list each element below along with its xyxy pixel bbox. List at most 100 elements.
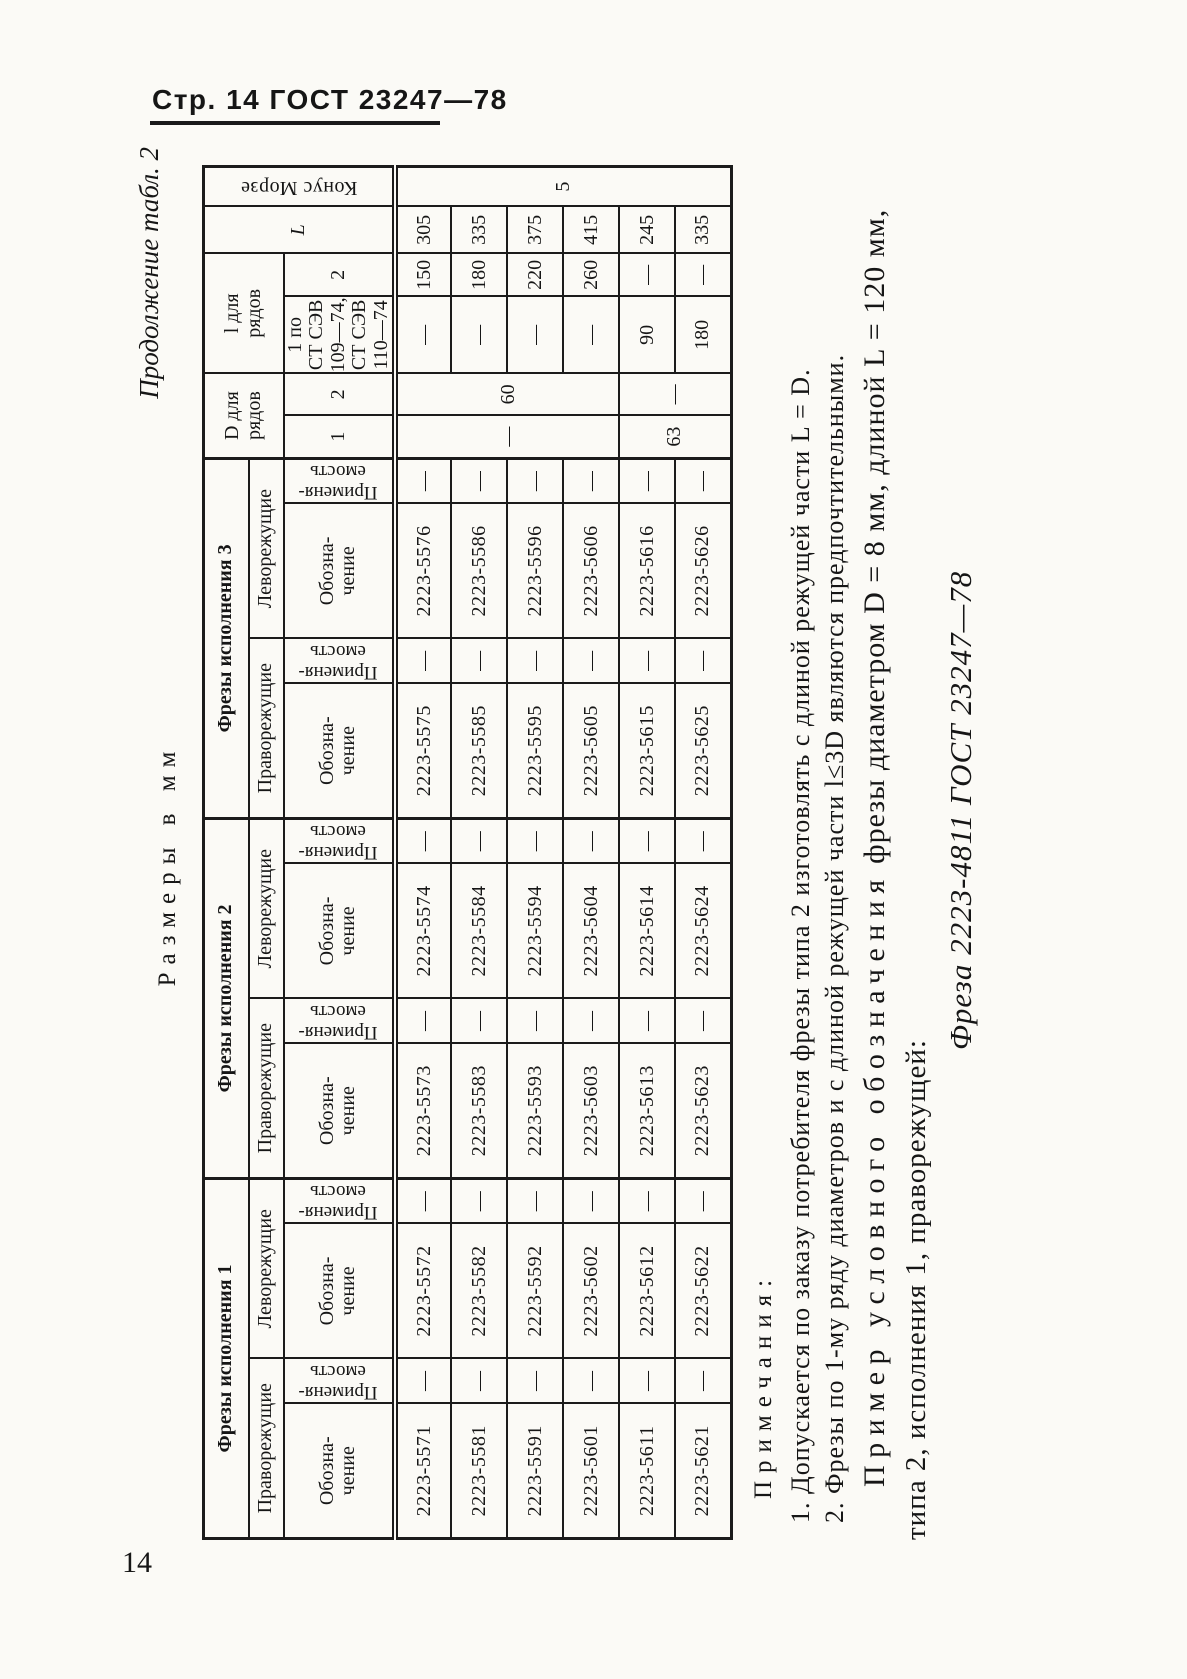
- designation-cell: 2223-5585: [451, 683, 508, 819]
- designation-cell: 2223-5626: [675, 503, 732, 639]
- notes-title: Примечания:: [750, 1271, 777, 1499]
- applicability-cell: —: [507, 818, 564, 864]
- applicability-cell: —: [451, 818, 508, 864]
- l-row2-cell: —: [675, 253, 732, 297]
- designation-cell: 2223-5602: [563, 1223, 620, 1359]
- subheader-d-row1: 1: [283, 415, 396, 459]
- designation-cell: 2223-5583: [451, 1043, 508, 1179]
- note-2: 2. Фрезы по 1-му ряду диаметров и с длин…: [820, 353, 849, 1523]
- L-cell: 245: [619, 206, 676, 254]
- designation-cell: 2223-5625: [675, 683, 732, 819]
- example-spaced-part: Пример условного обозначения: [858, 872, 891, 1487]
- header-row-groups: Фрезы исполнения 1 Фрезы исполнения 2 Фр…: [203, 166, 396, 1539]
- applicability-cell: —: [619, 1178, 676, 1224]
- subheader-applicability: Применя- емость: [283, 458, 396, 504]
- designation-cell: 2223-5603: [563, 1043, 620, 1179]
- subheader-designation: Обозна- чение: [283, 503, 396, 639]
- applicability-cell: —: [563, 818, 620, 864]
- applicability-cell: —: [563, 638, 620, 684]
- L-cell: 415: [563, 206, 620, 254]
- header-divider: [150, 121, 440, 125]
- designation-cell: 2223-5595: [507, 683, 564, 819]
- applicability-label: Применя- емость: [298, 461, 379, 504]
- subheader-designation: Обозна- чение: [283, 1223, 396, 1359]
- applicability-cell: —: [619, 458, 676, 504]
- subheader-d-row2: 2: [283, 373, 396, 416]
- l-row2-cell: —: [619, 253, 676, 297]
- subheader-left-hand: Леворежущие: [248, 458, 284, 639]
- designation-cell: 2223-5573: [395, 1043, 452, 1179]
- applicability-cell: —: [619, 1358, 676, 1404]
- designation-cell: 2223-5591: [507, 1403, 564, 1539]
- applicability-label: Применя- емость: [298, 1000, 379, 1043]
- table-continuation-label: Продолжение табл. 2: [134, 147, 164, 399]
- designation-cell: 2223-5601: [563, 1403, 620, 1539]
- designation-cell: 2223-5606: [563, 503, 620, 639]
- example-line-2: типа 2, исполнения 1, праворежущей:: [900, 1039, 932, 1540]
- rotated-landscape-content: Продолжение табл. 2 Размеры в мм Фрезы и…: [130, 145, 1177, 1565]
- designation-cell: 2223-5594: [507, 863, 564, 999]
- applicability-cell: —: [619, 998, 676, 1044]
- designation-cell: 2223-5571: [395, 1403, 452, 1539]
- group-header-type2: Фрезы исполнения 2: [203, 818, 249, 1179]
- subheader-designation: Обозна- чение: [283, 863, 396, 999]
- units-label: Размеры в мм: [154, 743, 181, 987]
- applicability-cell: —: [675, 1358, 732, 1404]
- applicability-cell: —: [675, 818, 732, 864]
- applicability-cell: —: [563, 1358, 620, 1404]
- applicability-label: Применя- емость: [298, 821, 379, 864]
- L-cell: 305: [395, 206, 452, 254]
- subheader-l-row2: 2: [283, 253, 396, 297]
- page-title: Стр. 14 ГОСТ 23247—78: [152, 84, 508, 115]
- subheader-right-hand: Праворежущие: [248, 998, 284, 1179]
- designation-cell: 2223-5586: [451, 503, 508, 639]
- table-row: 2223-5591 — 2223-5592 — 2223-5593 — 2223…: [507, 166, 564, 1539]
- example-line-1: Пример условного обозначения фрезы диаме…: [858, 209, 892, 1487]
- applicability-cell: —: [451, 998, 508, 1044]
- applicability-cell: —: [507, 638, 564, 684]
- designation-cell: 2223-5584: [451, 863, 508, 999]
- l-row2-cell: 220: [507, 253, 564, 297]
- applicability-cell: —: [395, 458, 452, 504]
- designation-cell: 2223-5575: [395, 683, 452, 819]
- subheader-l-row1-standards: 1 по СТ СЭВ 109—74, СТ СЭВ 110—74: [283, 296, 396, 374]
- table-row: 2223-5571 — 2223-5572 — 2223-5573 — 2223…: [395, 166, 732, 1539]
- applicability-cell: —: [619, 818, 676, 864]
- subheader-designation: Обозна- чение: [283, 683, 396, 819]
- milling-cutters-table: Фрезы исполнения 1 Фрезы исполнения 2 Фр…: [202, 164, 733, 1540]
- example-designation: Фреза 2223-4811 ГОСТ 23247—78: [943, 570, 978, 1050]
- designation-cell: 2223-5622: [675, 1223, 732, 1359]
- applicability-cell: —: [451, 1178, 508, 1224]
- subheader-applicability: Применя- емость: [283, 638, 396, 684]
- subheader-applicability: Применя- емость: [283, 818, 396, 864]
- d-row2-merged-cell: —: [619, 373, 732, 416]
- L-cell: 335: [675, 206, 732, 254]
- applicability-cell: —: [675, 638, 732, 684]
- l-row2-cell: 150: [395, 253, 452, 297]
- l-row1-cell: —: [395, 296, 452, 374]
- table-row: 2223-5601 — 2223-5602 — 2223-5603 — 2223…: [563, 166, 620, 1539]
- subheader-applicability: Применя- емость: [283, 1178, 396, 1224]
- applicability-cell: —: [451, 1358, 508, 1404]
- designation-cell: 2223-5612: [619, 1223, 676, 1359]
- designation-cell: 2223-5592: [507, 1223, 564, 1359]
- applicability-cell: —: [451, 638, 508, 684]
- l-row2-cell: 260: [563, 253, 620, 297]
- designation-cell: 2223-5615: [619, 683, 676, 819]
- page-number: 14: [122, 1546, 152, 1579]
- d-row1-merged-cell: —: [395, 415, 620, 459]
- designation-cell: 2223-5605: [563, 683, 620, 819]
- applicability-cell: —: [507, 458, 564, 504]
- table-row: 2223-5611 — 2223-5612 — 2223-5613 — 2223…: [619, 166, 732, 1539]
- example-rest-part: фрезы диаметром D = 8 мм, длиной L = 120…: [858, 208, 891, 873]
- designation-cell: 2223-5616: [619, 503, 676, 639]
- designation-cell: 2223-5581: [451, 1403, 508, 1539]
- l-row1-cell: —: [563, 296, 620, 374]
- designation-cell: 2223-5624: [675, 863, 732, 999]
- L-cell: 375: [507, 206, 564, 254]
- applicability-cell: —: [507, 1178, 564, 1224]
- applicability-label: Применя- емость: [298, 640, 379, 683]
- subheader-right-hand: Праворежущие: [248, 1358, 284, 1539]
- designation-cell: 2223-5582: [451, 1223, 508, 1359]
